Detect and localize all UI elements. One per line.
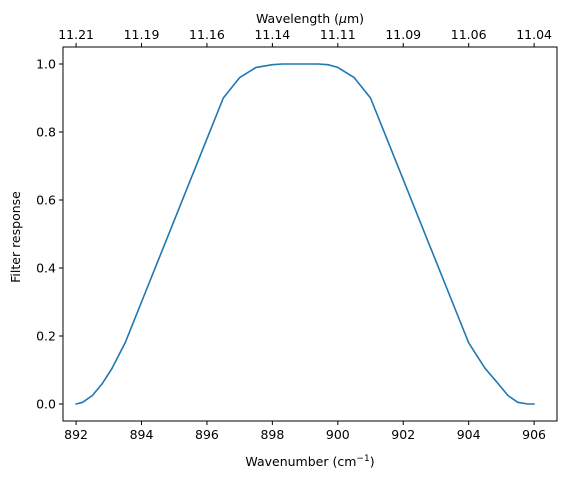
top-tick-label: 11.16 [189, 27, 225, 42]
x-axis-title: Wavenumber (cm−1) [245, 454, 374, 469]
y-axis-title: Filter response [8, 191, 23, 283]
x-tick-label: 896 [195, 427, 219, 442]
top-tick-label: 11.14 [254, 27, 290, 42]
plot-layer [75, 63, 535, 405]
top-axis-ticks: 11.21 11.19 11.16 11.14 11.11 11.09 11.06 11.04 [58, 27, 552, 47]
top-tick-label: 11.09 [385, 27, 421, 42]
y-tick-label: 0.2 [36, 329, 56, 344]
x-tick-label: 894 [130, 427, 154, 442]
x-tick-label: 906 [522, 427, 546, 442]
bottom-axis-ticks: 892 894 896 898 900 902 904 906 [64, 421, 546, 442]
y-tick-label: 0.0 [36, 397, 56, 412]
y-tick-label: 0.8 [36, 125, 56, 140]
x-tick-label: 902 [391, 427, 415, 442]
top-tick-label: 11.21 [58, 27, 94, 42]
y-tick-label: 0.4 [36, 261, 56, 276]
y-tick-label: 1.0 [36, 57, 56, 72]
x-tick-label: 900 [326, 427, 350, 442]
top-tick-label: 11.11 [320, 27, 356, 42]
top-tick-label: 11.06 [451, 27, 487, 42]
top-axis-title: Wavelength (μm) [256, 11, 364, 26]
x-tick-label: 904 [457, 427, 481, 442]
plot-frame [62, 46, 558, 422]
series-line-0 [75, 63, 535, 405]
top-tick-label: 11.19 [124, 27, 160, 42]
left-axis-ticks: 0.0 0.2 0.4 0.6 0.8 1.0 [36, 57, 63, 412]
y-tick-label: 0.6 [36, 193, 56, 208]
x-tick-label: 898 [260, 427, 284, 442]
top-tick-label: 11.04 [516, 27, 552, 42]
x-tick-label: 892 [64, 427, 88, 442]
